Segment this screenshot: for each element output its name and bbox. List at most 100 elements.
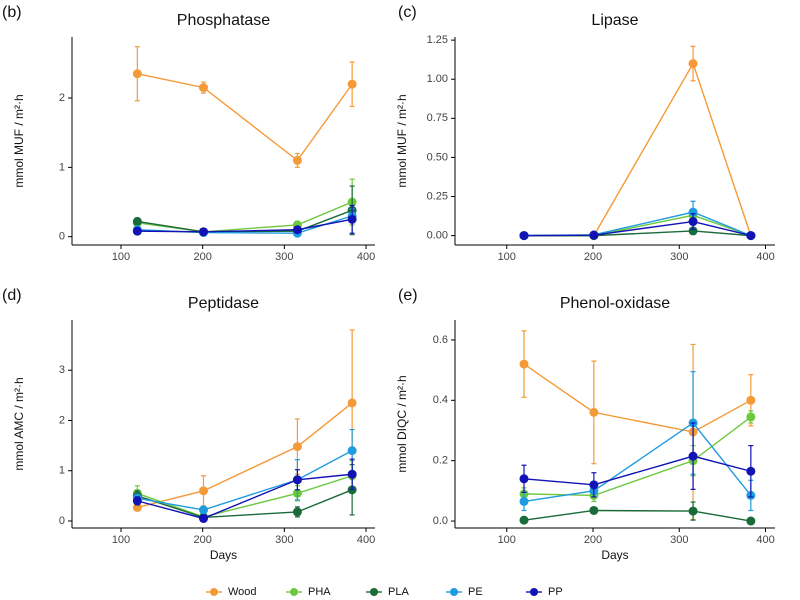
panel-label: (e) [398,287,418,304]
x-tick-label: 400 [756,251,774,263]
series-line [523,455,752,486]
y-tick-label: 2 [59,92,65,104]
legend-marker [210,588,218,596]
y-axis-label: mmol MUF / m²·h [12,94,26,187]
point [198,227,208,237]
series-line [523,416,752,497]
point [746,412,756,422]
point [347,214,357,224]
series-line [523,220,752,237]
point [347,446,357,456]
x-tick-label: 200 [584,251,602,263]
point [519,474,529,484]
series-line [137,73,353,162]
panel-title: Phosphatase [177,12,271,29]
series-line [137,450,353,511]
point [688,506,698,516]
point [292,225,302,235]
point [589,407,599,417]
x-axis-label: Days [210,548,237,562]
y-tick-label: 1.00 [427,73,448,85]
y-tick-label: 0.25 [427,190,448,202]
legend-marker [290,588,298,596]
legend-marker [450,588,458,596]
point [688,451,698,461]
series-line [137,201,353,233]
point [292,155,302,165]
series-line [137,473,353,520]
point [347,469,357,479]
y-tick-label: 1.25 [427,34,448,46]
y-tick-label: 2 [59,414,65,426]
y-tick-label: 1 [59,465,65,477]
point [198,505,208,515]
y-tick-label: 1 [59,161,65,173]
panel-title: Lipase [591,12,638,29]
point [688,207,698,217]
panel-label: (d) [2,287,22,304]
x-tick-label: 100 [498,534,516,546]
panel-title: Peptidase [188,295,259,312]
point [132,496,142,506]
point [589,230,599,240]
point [688,217,698,227]
x-tick-label: 100 [112,534,130,546]
y-tick-label: 0.2 [433,455,448,467]
series-line [524,61,752,237]
y-tick-label: 0.0 [433,515,448,527]
panel-label: (c) [398,4,417,21]
y-tick-label: 0.00 [427,230,448,242]
point [589,505,599,515]
x-tick-label: 100 [112,251,130,263]
point [132,216,142,226]
point [198,83,208,93]
x-tick-label: 200 [193,251,211,263]
series-line [137,218,353,233]
panel-label: (b) [2,4,22,21]
series-line [137,475,353,518]
y-tick-label: 0.75 [427,112,448,124]
point [292,442,302,452]
x-tick-label: 300 [670,251,688,263]
y-tick-label: 0 [59,231,65,243]
point [519,231,529,241]
y-axis-label: mmol DIQC / m²·h [395,375,409,472]
legend-marker [530,588,538,596]
point [746,231,756,241]
x-tick-label: 300 [275,534,293,546]
y-tick-label: 0.6 [433,334,448,346]
legend-label: PE [468,586,483,598]
point [746,466,756,476]
x-tick-label: 400 [357,251,375,263]
series-line [137,402,353,509]
point [132,226,142,236]
legend-label: Wood [228,586,257,598]
legend-label: PP [548,586,563,598]
point [198,513,208,523]
x-tick-label: 200 [193,534,211,546]
x-tick-label: 300 [670,534,688,546]
x-tick-label: 300 [275,251,293,263]
point [292,475,302,485]
legend-marker [370,588,378,596]
series-line [523,363,752,433]
point [347,398,357,408]
point [589,480,599,490]
series-line [523,421,752,503]
y-tick-label: 0.4 [433,394,448,406]
point [746,516,756,526]
series-line [523,509,751,522]
y-axis-label: mmol AMC / m²·h [12,377,26,470]
x-tick-label: 100 [498,251,516,263]
point [519,515,529,525]
x-tick-label: 200 [584,534,602,546]
point [347,79,357,89]
legend-label: PLA [388,586,409,598]
point [688,226,698,236]
point [519,496,529,506]
x-axis-label: Days [601,548,628,562]
y-axis-label: mmol MUF / m²·h [395,94,409,187]
legend-label: PHA [308,586,331,598]
x-tick-label: 400 [357,534,375,546]
